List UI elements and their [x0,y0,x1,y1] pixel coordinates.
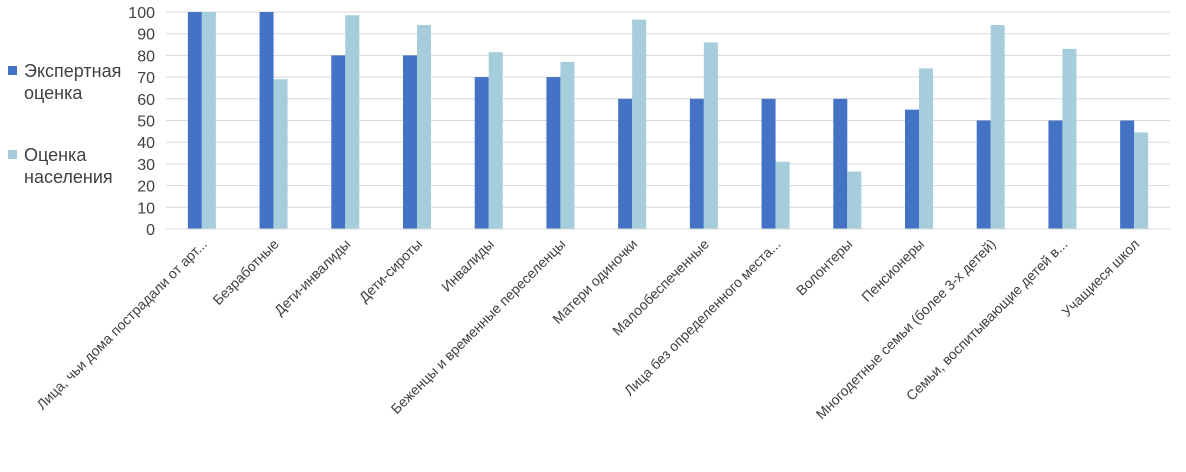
bar-expert [689,98,704,229]
bar-expert [618,98,633,229]
x-category-label: Волонтеры [793,236,856,299]
bar-expert [833,98,848,229]
y-tick-label: 90 [137,27,155,44]
bar-population [1134,132,1149,229]
x-category-label: Пенсионеры [858,236,927,305]
bar-population [703,42,718,229]
y-tick-label: 70 [137,70,155,87]
x-category-label: Безработные [209,236,281,308]
legend-label-expert-line2: оценка [24,83,83,103]
y-tick-label: 10 [137,200,155,217]
y-tick-label: 20 [137,179,155,196]
x-category-label: Лица без определенного места... [621,236,784,399]
bar-population [488,52,503,229]
y-tick-label: 60 [137,92,155,109]
y-tick-label: 30 [137,157,155,174]
x-category-label: Инвалиды [438,236,497,295]
bars [187,12,1149,230]
bar-population [990,25,1005,229]
bar-population [775,161,790,229]
x-category-label: Дети-инвалиды [271,236,353,318]
x-category-label: Учащиеся школ [1058,236,1142,320]
legend-label-expert-line1: Экспертная [24,61,122,81]
legend-entry-population: Оценка населения [8,144,148,188]
y-tick-label: 80 [137,48,155,65]
y-tick-label: 50 [137,114,155,131]
bar-expert [187,12,202,229]
bar-population [345,15,360,229]
x-category-label: Дети-сироты [356,236,425,305]
gridlines [166,11,1170,208]
bar-expert [1048,120,1063,229]
bar-population [847,171,862,229]
bar-expert [546,77,561,229]
x-axis-category-labels: Лица, чьи дома пострадали от арт... Безра… [33,236,1142,422]
bar-expert [976,120,991,229]
legend-label-population-line2: населения [24,167,113,187]
bar-expert [1120,120,1135,229]
bar-population [1062,48,1077,229]
legend-label-population-line1: Оценка [24,145,87,165]
y-tick-label: 100 [128,5,155,22]
y-tick-label: 0 [146,222,155,239]
legend: Экспертная оценка Оценка населения [8,60,148,228]
legend-entry-expert: Экспертная оценка [8,60,148,104]
bar-population [273,79,288,230]
bar-expert [474,77,489,229]
bar-population [201,12,216,229]
bar-expert [905,109,919,229]
bar-expert [259,12,274,229]
bar-population [632,19,647,229]
bar-population [560,61,575,229]
bar-expert [403,55,417,230]
legend-swatch-expert [8,66,17,75]
x-category-label: Лица, чьи дома пострадали от арт... [33,236,210,413]
y-axis-tick-labels: 0 10 20 30 40 50 60 70 80 90 100 [128,5,155,239]
bar-population [919,68,933,229]
legend-swatch-population [8,150,17,159]
x-category-label: Семьи, воспитывающие детей в... [903,236,1071,404]
y-tick-label: 40 [137,135,155,152]
bar-expert [331,55,346,230]
bar-expert [761,98,776,229]
bar-population [417,25,431,229]
